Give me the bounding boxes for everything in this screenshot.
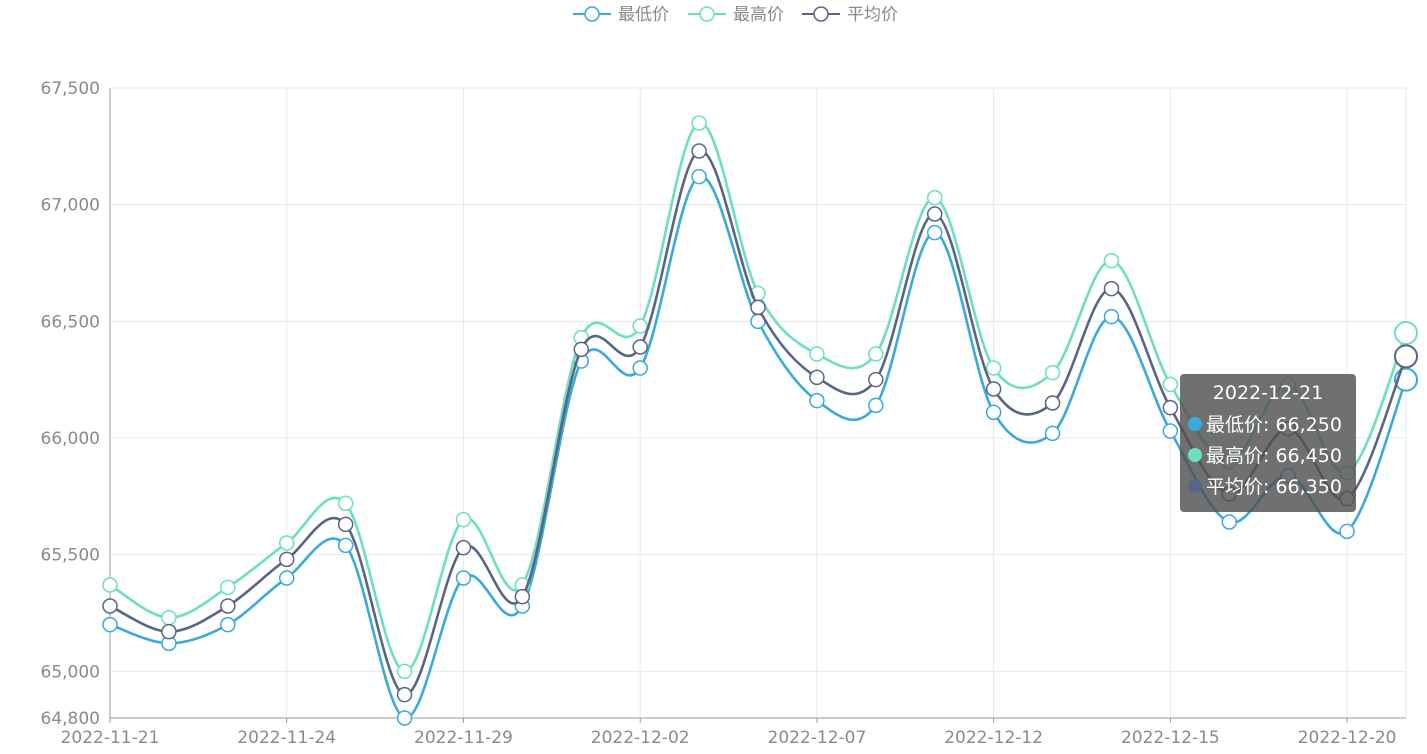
legend-marker-icon — [699, 6, 715, 22]
data-point — [985, 404, 1002, 421]
legend-marker-icon — [584, 6, 600, 22]
data-point — [691, 168, 707, 185]
data-point — [632, 339, 648, 355]
data-point — [1103, 280, 1120, 297]
data-point — [985, 381, 1002, 397]
data-point — [1162, 399, 1179, 416]
y-tick-label: 64,800 — [41, 709, 100, 729]
data-point — [102, 598, 118, 614]
data-point — [1221, 514, 1238, 530]
data-point — [220, 598, 236, 614]
data-point — [514, 588, 531, 605]
tooltip-low-dot — [1188, 416, 1202, 431]
data-point — [1339, 523, 1355, 540]
data-point — [632, 360, 648, 376]
data-point — [809, 369, 825, 386]
data-point — [161, 623, 177, 640]
data-point — [337, 495, 354, 512]
data-point — [1162, 423, 1179, 439]
data-point — [278, 570, 295, 586]
data-point — [220, 579, 236, 596]
y-axis: 64,800 65,000 65,500 66,000 66,500 67,000 67,5… — [41, 79, 111, 729]
legend-label: 最高价 — [733, 5, 784, 25]
data-point — [868, 346, 884, 362]
tooltip-title: 2022-12-21 — [1212, 382, 1324, 404]
legend-item-1[interactable]: 最高价 — [688, 5, 784, 25]
tooltip-high-text: 最高价: 66,450 — [1206, 445, 1342, 467]
y-tick-label: 65,500 — [41, 546, 100, 566]
tooltip: 2022-12-21 最低价: 66,250 最高价: 66,450 平均价: … — [1180, 374, 1356, 512]
data-point — [455, 511, 472, 528]
data-point — [809, 346, 825, 362]
data-point — [1103, 308, 1120, 325]
x-tick-label: 2022-11-29 — [414, 728, 513, 748]
data-point — [278, 551, 295, 568]
data-point — [1103, 252, 1120, 269]
series-line-1 — [109, 121, 1408, 673]
legend[interactable]: 最低价 最高价 平均价 — [573, 5, 898, 25]
x-tick-label: 2022-12-12 — [944, 728, 1043, 748]
x-tick-label: 2022-12-02 — [591, 728, 690, 748]
data-point — [455, 570, 472, 586]
tooltip-row-low: 最低价: 66,250 — [1188, 408, 1348, 439]
data-point — [220, 616, 236, 633]
data-point — [337, 516, 354, 533]
tooltip-row-avg: 平均价: 66,350 — [1188, 470, 1348, 501]
x-tick-label: 2022-11-21 — [61, 728, 160, 748]
data-point — [926, 206, 943, 222]
legend-label: 最低价 — [618, 5, 669, 25]
data-point — [691, 115, 707, 131]
tooltip-low-text: 最低价: 66,250 — [1206, 414, 1342, 436]
data-point — [809, 392, 825, 409]
y-tick-label: 65,000 — [41, 662, 100, 682]
y-tick-label: 66,500 — [41, 312, 100, 332]
data-point — [1394, 344, 1418, 369]
x-tick-label: 2022-12-07 — [768, 728, 867, 748]
data-point — [868, 371, 884, 388]
data-point — [337, 537, 354, 554]
data-point — [1044, 425, 1061, 442]
tooltip-avg-text: 平均价: 66,350 — [1206, 476, 1342, 498]
legend-label: 平均价 — [847, 5, 898, 25]
data-point — [691, 143, 707, 159]
y-tick-label: 67,000 — [41, 196, 100, 216]
data-point — [868, 397, 884, 414]
data-point — [926, 224, 943, 241]
tooltip-high-dot — [1188, 447, 1202, 462]
data-point — [632, 318, 648, 334]
legend-item-2[interactable]: 平均价 — [802, 5, 898, 25]
data-point — [1162, 376, 1179, 393]
y-tick-label: 67,500 — [41, 79, 100, 99]
x-tick-label: 2022-12-15 — [1121, 728, 1220, 748]
tooltip-avg-dot — [1188, 478, 1202, 493]
data-point — [396, 686, 413, 703]
data-point — [926, 189, 943, 206]
data-point — [573, 341, 590, 358]
data-point — [396, 663, 413, 680]
data-point — [1394, 321, 1418, 345]
data-point — [278, 535, 295, 551]
x-tick-label: 2022-11-24 — [237, 728, 336, 748]
series-line-2 — [109, 149, 1408, 696]
data-point — [102, 616, 118, 633]
x-axis: 2022-11-21 2022-11-24 2022-11-29 2022-12-02… — [61, 717, 1406, 748]
data-point — [985, 360, 1002, 376]
data-point — [1044, 364, 1061, 381]
data-point — [396, 710, 413, 726]
data-point — [750, 299, 766, 316]
y-tick-label: 66,000 — [41, 429, 100, 449]
data-point — [161, 609, 177, 626]
tooltip-row-high: 最高价: 66,450 — [1188, 439, 1348, 470]
data-point — [455, 539, 472, 556]
data-point — [1044, 395, 1061, 411]
data-point — [102, 577, 118, 593]
legend-marker-icon — [813, 6, 829, 22]
x-tick-label: 2022-12-20 — [1298, 728, 1397, 748]
legend-item-0[interactable]: 最低价 — [573, 5, 669, 25]
